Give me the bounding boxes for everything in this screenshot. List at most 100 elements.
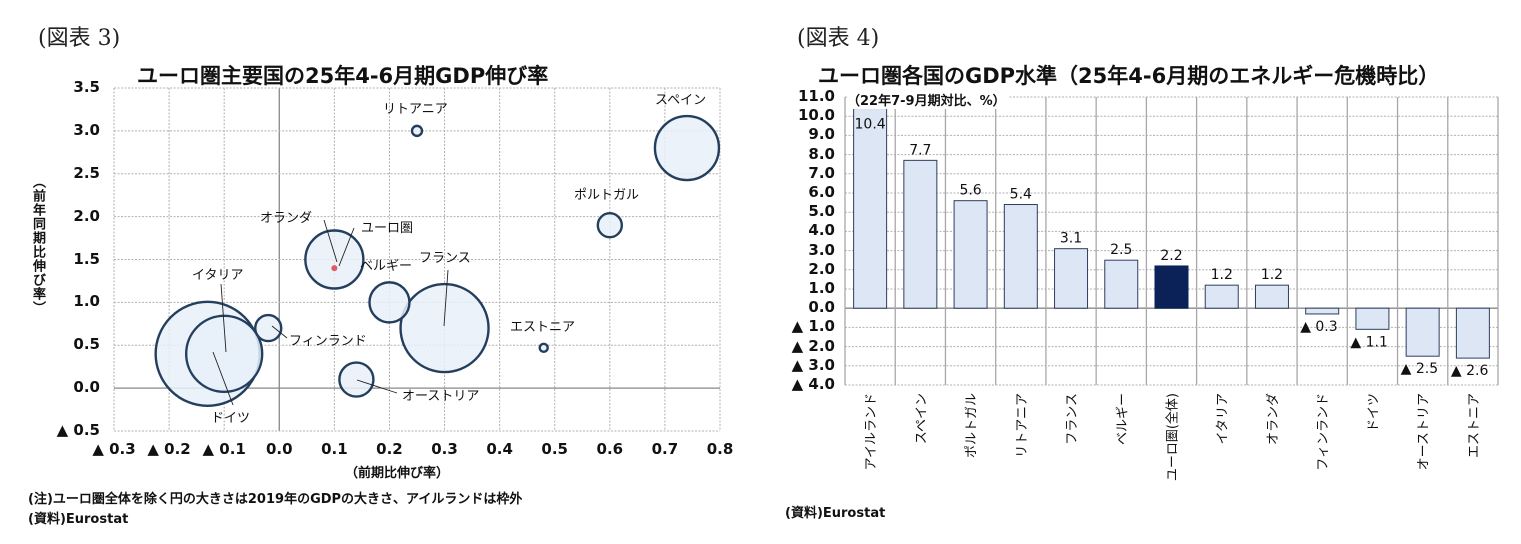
bar <box>1355 307 1390 330</box>
right-y-tick: ▲ 1.0 <box>791 317 835 336</box>
left-note: (注)ユーロ圏全体を除く円の大きさは2019年のGDPの大きさ、アイルランドは枠… <box>28 492 523 507</box>
left-x-tick: 0.8 <box>706 440 734 458</box>
bubble-label: イタリア <box>192 268 243 283</box>
left-x-tick: ▲ 0.3 <box>92 440 136 458</box>
category-label: リトアニア <box>1015 393 1030 458</box>
right-y-tick: 2.0 <box>808 259 835 278</box>
right-y-tick: 9.0 <box>808 125 835 144</box>
euro-area-dot <box>331 265 338 272</box>
bubble-label: ユーロ圏 <box>361 221 413 236</box>
left-y-tick: 2.5 <box>73 163 100 182</box>
left-x-tick: 0.7 <box>651 440 679 458</box>
right-y-tick: 3.0 <box>808 240 835 259</box>
right-y-tick: 4.0 <box>808 221 835 240</box>
category-label: オランダ <box>1266 393 1281 445</box>
category-label: フィンランド <box>1316 393 1331 471</box>
right-y-tick: 6.0 <box>808 183 835 201</box>
bar-value-label: 5.6 <box>959 183 981 199</box>
left-chart-title: ユーロ圏主要国の25年4-6月期GDP伸び率 <box>137 64 549 88</box>
bar <box>853 108 888 309</box>
right-y-tick: ▲ 3.0 <box>791 355 835 374</box>
bar-value-label: 7.7 <box>909 142 931 158</box>
left-x-tick: 0.6 <box>596 440 624 458</box>
left-x-tick: 0.5 <box>541 440 568 458</box>
category-label: ベルギー <box>1115 393 1130 445</box>
bar <box>1204 284 1239 309</box>
category-label: イタリア <box>1216 393 1231 444</box>
category-label: アイルランド <box>864 393 879 470</box>
category-label: ユーロ圏(全体) <box>1165 393 1181 481</box>
bar <box>953 200 988 309</box>
right-y-tick: ▲ 4.0 <box>791 375 835 393</box>
right-y-tick: 10.0 <box>797 106 835 125</box>
bar <box>1405 307 1440 357</box>
right-y-tick: 0.0 <box>808 298 835 317</box>
bubble-point <box>368 281 411 324</box>
left-y-tick: 0.5 <box>73 335 100 354</box>
bar-value-label: ▲ 2.6 <box>1451 363 1489 379</box>
left-y-axis-title: （前年同期比伸び率） <box>30 175 45 315</box>
right-y-tick: 8.0 <box>808 144 835 163</box>
bar-value-label: 1.2 <box>1211 267 1233 283</box>
right-grid <box>844 96 1499 386</box>
category-label: ポルトガル <box>965 393 980 458</box>
bar-value-label: 5.4 <box>1010 187 1032 203</box>
bar <box>1154 265 1189 309</box>
bubble-point <box>399 282 490 374</box>
bubble-label: オーストリア <box>402 389 479 404</box>
bubble-point <box>596 211 624 239</box>
left-y-tick: 3.5 <box>73 78 100 96</box>
category-label: エストニア <box>1467 393 1482 458</box>
bar <box>1104 259 1139 309</box>
right-figure-label: (図表 4) <box>797 26 880 51</box>
bubble-label: フィンランド <box>289 334 367 349</box>
category-label: オーストリア <box>1417 393 1432 470</box>
left-x-tick: 0.4 <box>486 440 513 458</box>
category-label: ドイツ <box>1366 393 1381 432</box>
bubble-point <box>254 313 283 343</box>
bubble-point <box>338 361 375 398</box>
category-label: スペイン <box>914 393 929 444</box>
right-y-tick: ▲ 2.0 <box>791 336 835 355</box>
bar-value-label: 2.5 <box>1110 242 1132 258</box>
bar <box>1003 204 1038 309</box>
bubble-point <box>304 229 365 290</box>
left-y-tick: 1.5 <box>73 249 100 268</box>
right-unit-label: （22年7-9月期対比、%） <box>847 90 1008 109</box>
left-y-tick: 1.0 <box>73 292 100 311</box>
left-x-tick: 0.3 <box>431 440 458 458</box>
left-x-axis-title: （前期比伸び率） <box>345 466 450 481</box>
bubble-point <box>184 314 264 394</box>
bubble-label: リトアニア <box>383 102 448 117</box>
bar-value-label: 3.1 <box>1060 231 1082 247</box>
bubble-label: スペイン <box>655 93 706 108</box>
bubble-label: エストニア <box>510 320 575 335</box>
left-x-tick: 0.1 <box>321 440 348 458</box>
bar-value-label: 2.2 <box>1160 248 1182 264</box>
bubble-label: フランス <box>419 251 471 266</box>
right-y-tick: 7.0 <box>808 163 835 182</box>
category-label: フランス <box>1065 393 1080 445</box>
bar-value-label: ▲ 1.1 <box>1350 334 1387 350</box>
right-source: (資料)Eurostat <box>785 506 886 521</box>
bar <box>903 159 938 309</box>
left-y-tick: ▲ 0.5 <box>56 421 100 439</box>
left-x-tick: ▲ 0.2 <box>147 440 191 458</box>
left-figure-label: (図表 3) <box>38 26 121 51</box>
left-y-tick: 3.0 <box>73 120 100 139</box>
bubble-point <box>410 124 424 138</box>
bar <box>1305 307 1340 315</box>
bubble-point <box>538 342 549 354</box>
bubble-label: ポルトガル <box>574 188 639 203</box>
right-y-tick: 1.0 <box>808 279 835 297</box>
left-y-tick: 2.0 <box>73 206 100 225</box>
bar-value-label: 1.2 <box>1261 267 1283 283</box>
right-chart-title: ユーロ圏各国のGDP水準（25年4-6月期のエネルギー危機時比） <box>818 64 1440 88</box>
bubble-label: オランダ <box>260 211 312 226</box>
left-x-tick: ▲ 0.1 <box>202 440 246 458</box>
bubble-label: ベルギー <box>360 259 412 274</box>
left-y-tick: 0.0 <box>73 378 100 397</box>
left-x-tick: 0.2 <box>376 440 403 458</box>
